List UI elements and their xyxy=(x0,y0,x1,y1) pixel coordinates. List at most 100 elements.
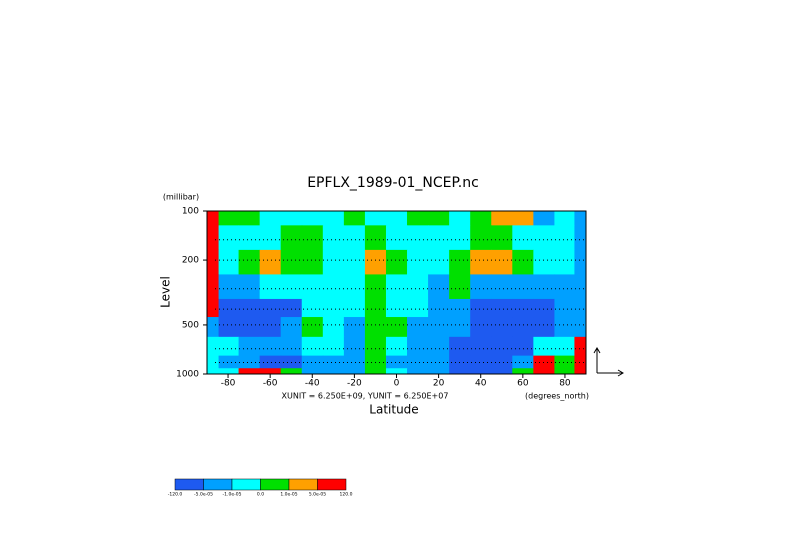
contour-cell xyxy=(491,274,513,300)
contour-cell xyxy=(533,336,555,357)
y-tick-label: 100 xyxy=(182,207,199,217)
contour-cell xyxy=(449,368,471,375)
contour-cell xyxy=(385,211,408,226)
contour-cell xyxy=(238,368,261,375)
contour-cell xyxy=(385,355,408,369)
contour-cell xyxy=(407,225,429,251)
contour-cell xyxy=(385,336,408,357)
colorbar-label: 0.0 xyxy=(257,492,264,498)
contour-cell xyxy=(322,298,345,318)
contour-cell xyxy=(574,211,587,226)
contour-cell xyxy=(322,249,345,275)
contour-cell xyxy=(428,274,450,300)
contour-cell xyxy=(407,298,429,318)
contour-cell xyxy=(301,355,324,369)
contour-cell xyxy=(574,317,587,338)
contour-cell xyxy=(280,336,303,357)
contour-cell xyxy=(301,368,324,375)
contour-cell xyxy=(574,298,587,318)
contour-cell xyxy=(259,249,282,275)
contour-cell xyxy=(280,274,303,300)
contour-cell xyxy=(449,225,471,251)
contour-cell xyxy=(533,355,555,369)
contour-cell xyxy=(470,336,492,357)
contour-cell xyxy=(301,298,324,318)
contour-cell xyxy=(385,274,408,300)
contour-cell xyxy=(512,336,534,357)
contour-cell xyxy=(449,249,471,275)
contour-cell xyxy=(259,336,282,357)
contour-cell xyxy=(407,336,429,357)
x-tick-label: 0 xyxy=(394,379,400,389)
contour-cell xyxy=(343,317,366,338)
contour-cell xyxy=(385,317,408,338)
colorbar-label: -120.0 xyxy=(168,492,183,498)
y-unit: (millibar) xyxy=(163,193,199,202)
contour-cell xyxy=(322,225,345,251)
contour-cell xyxy=(385,249,408,275)
contour-cell xyxy=(428,368,450,375)
contour-cell xyxy=(512,211,534,226)
contour-cell xyxy=(470,274,492,300)
vector-note: XUNIT = 6.250E+09, YUNIT = 6.250E+07 xyxy=(282,392,449,401)
colorbar-label: -5.0e-05 xyxy=(194,492,213,498)
contour-cell xyxy=(280,249,303,275)
contour-cell xyxy=(259,355,282,369)
contour-cell xyxy=(322,317,345,338)
x-axis-label: Latitude xyxy=(369,403,418,417)
contour-cell xyxy=(554,211,575,226)
contour-cell xyxy=(343,225,366,251)
contour-cell xyxy=(512,298,534,318)
contour-cell xyxy=(343,355,366,369)
contour-cell xyxy=(574,249,587,275)
contour-cell xyxy=(364,368,387,375)
contour-cell xyxy=(343,274,366,300)
contour-cell xyxy=(533,211,555,226)
contour-cell xyxy=(574,355,587,369)
contour-cell xyxy=(364,249,387,275)
contour-cell xyxy=(407,274,429,300)
contour-cell xyxy=(343,298,366,318)
contour-cell xyxy=(428,317,450,338)
contour-cell xyxy=(207,368,220,375)
contour-cell xyxy=(364,274,387,300)
contour-cell xyxy=(207,355,220,369)
contour-cell xyxy=(343,368,366,375)
x-tick-label: -40 xyxy=(305,379,320,389)
contour-cell xyxy=(364,225,387,251)
contour-cell xyxy=(554,225,575,251)
contour-cell xyxy=(574,336,587,357)
contour-cell xyxy=(491,355,513,369)
contour-cell xyxy=(512,225,534,251)
contour-field xyxy=(207,211,587,375)
contour-cell xyxy=(449,298,471,318)
contour-cell xyxy=(207,298,220,318)
reference-arrowhead-y xyxy=(593,347,601,354)
contour-cell xyxy=(428,211,450,226)
contour-cell xyxy=(259,225,282,251)
contour-cell xyxy=(238,355,261,369)
contour-cell xyxy=(449,274,471,300)
colorbar-label: 1.0e-05 xyxy=(280,492,297,498)
contour-cell xyxy=(470,211,492,226)
contour-cell xyxy=(218,317,240,338)
reference-vector xyxy=(593,347,624,377)
contour-cell xyxy=(428,355,450,369)
contour-cell xyxy=(364,336,387,357)
contour-cell xyxy=(218,336,240,357)
contour-cell xyxy=(322,274,345,300)
x-tick-label: 40 xyxy=(475,379,487,389)
contour-cell xyxy=(491,298,513,318)
contour-cell xyxy=(218,368,240,375)
contour-cell xyxy=(218,298,240,318)
contour-cell xyxy=(574,225,587,251)
contour-cell xyxy=(259,298,282,318)
contour-cell xyxy=(512,249,534,275)
contour-cell xyxy=(280,298,303,318)
x-unit: (degrees_north) xyxy=(525,392,589,401)
contour-cell xyxy=(533,298,555,318)
colorbar-box xyxy=(260,478,290,491)
contour-cell xyxy=(343,336,366,357)
contour-cell xyxy=(385,225,408,251)
